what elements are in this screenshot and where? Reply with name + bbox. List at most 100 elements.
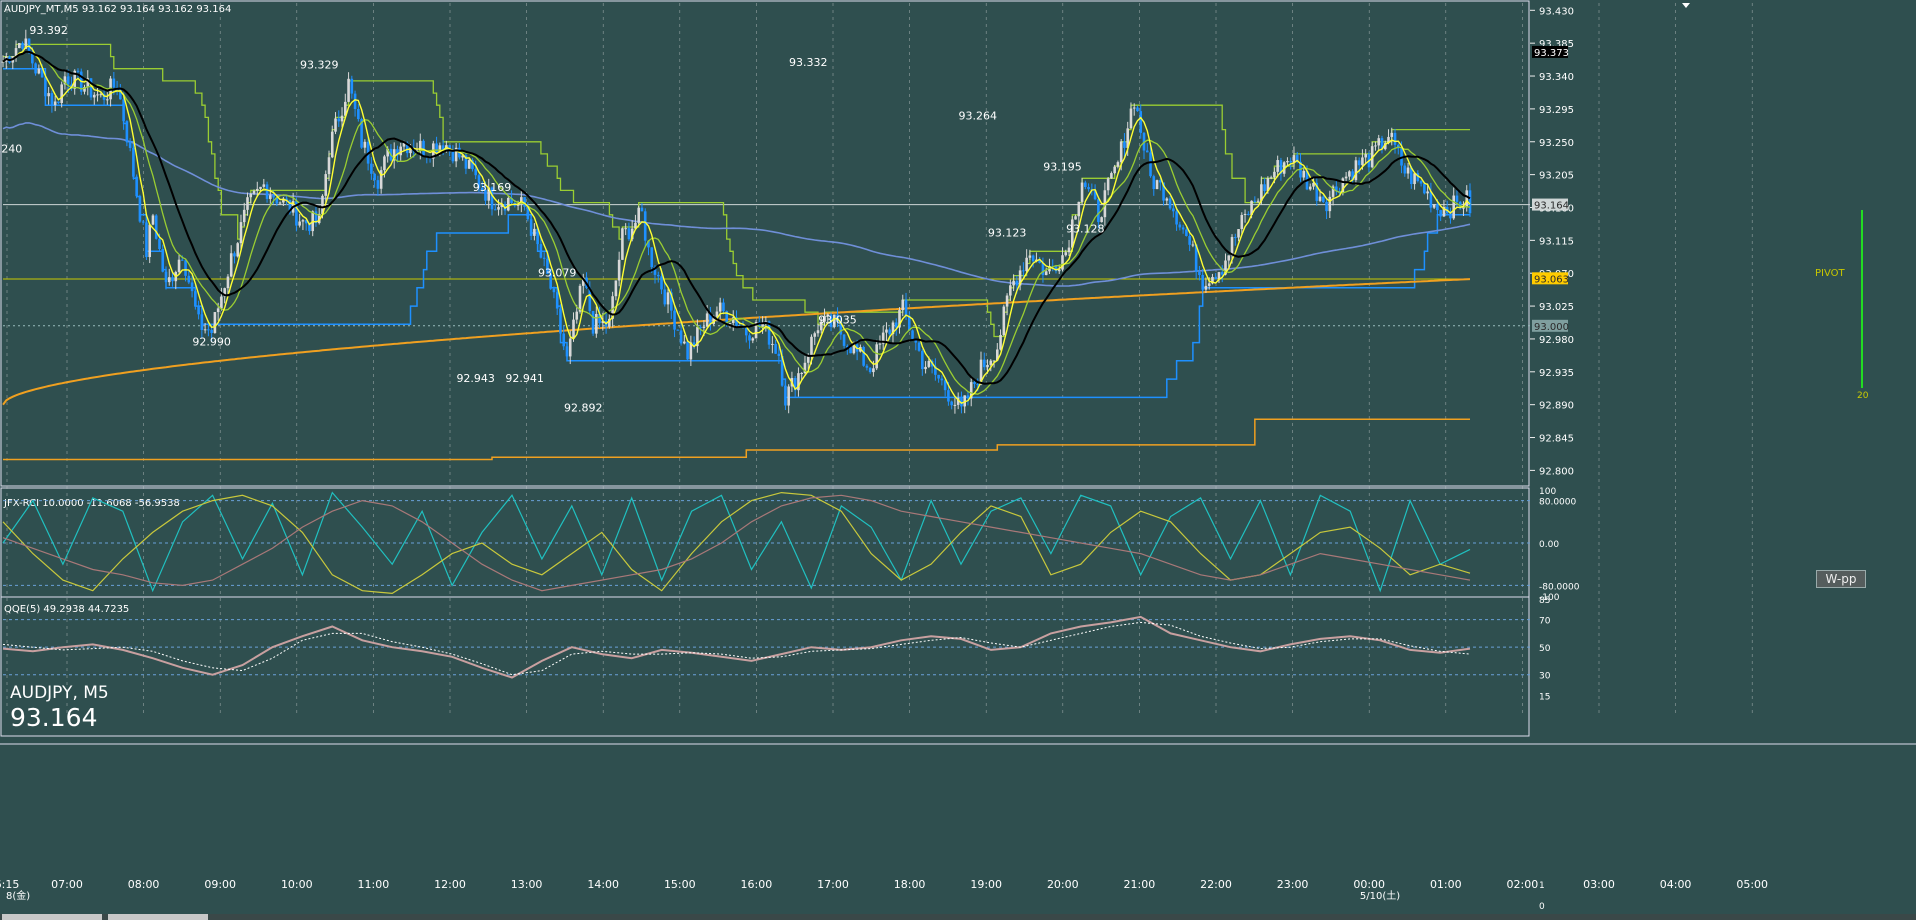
candle-body	[1025, 257, 1028, 271]
candle-body	[454, 147, 458, 162]
candle-body	[1243, 213, 1247, 215]
candle-body	[578, 285, 582, 312]
price-tag: 93.063	[1534, 274, 1569, 285]
candle-body	[435, 143, 438, 154]
candle-body	[86, 78, 90, 87]
candle-body	[1139, 111, 1143, 133]
candle-body	[383, 156, 386, 171]
rci-series-line	[2, 494, 1471, 592]
candle-body	[1348, 171, 1351, 177]
candle-body	[1302, 170, 1306, 178]
candle-body	[1061, 255, 1064, 270]
candle-body	[37, 68, 41, 74]
candle-body	[31, 52, 34, 64]
candle-body	[728, 322, 732, 324]
candle-body	[399, 146, 403, 156]
candle-body	[934, 366, 937, 375]
candle-body	[392, 149, 396, 161]
candle-body	[269, 195, 272, 199]
candle-body	[92, 94, 96, 98]
price-annotation: 93.264	[958, 110, 997, 123]
candle-body	[1253, 200, 1257, 202]
candle-body	[477, 175, 481, 188]
qqe-y-label: 15	[1539, 692, 1550, 702]
x-tick-label: 05:00	[1736, 878, 1768, 891]
candle-body	[278, 202, 282, 204]
candle-body	[1159, 180, 1162, 183]
rci-y-label: -100	[1539, 593, 1560, 603]
candle-body	[1237, 229, 1240, 238]
candle-body	[943, 380, 947, 391]
candle-body	[1084, 182, 1087, 188]
candle-body	[953, 404, 957, 406]
candle-body	[1015, 280, 1019, 286]
candle-body	[288, 199, 292, 213]
price-tag: 93.373	[1534, 48, 1569, 59]
price-tag: 93.164	[1534, 201, 1569, 212]
main-panel-frame	[0, 0, 1530, 487]
candle-body	[771, 343, 774, 345]
candle-body	[1080, 182, 1084, 202]
price-tag-bg	[1532, 198, 1568, 211]
candle-body	[1217, 272, 1221, 280]
candle-body	[122, 99, 125, 122]
candle-body	[1403, 165, 1407, 174]
candle-body	[787, 386, 790, 406]
candle-body	[833, 314, 836, 327]
candle-body	[891, 322, 895, 335]
donchian-lower-line	[3, 67, 1470, 399]
w-pp-button[interactable]: W-pp	[1816, 570, 1866, 588]
price-annotation: 93.035	[818, 314, 857, 327]
candle-body	[158, 238, 161, 250]
candle-body	[1057, 269, 1061, 272]
candle-body	[1093, 190, 1097, 200]
w-pp-tick: 20	[1857, 391, 1869, 401]
candle-body	[259, 186, 262, 189]
candle-body	[1410, 167, 1413, 185]
candle-body	[148, 224, 151, 258]
candle-body	[699, 327, 702, 329]
candle-body	[265, 184, 269, 199]
rci-series-line	[2, 491, 1471, 593]
x-tick-label: 17:00	[817, 878, 849, 891]
candle-body	[1393, 132, 1397, 145]
candle-body	[63, 76, 67, 85]
y-tick-label: 93.250	[1539, 138, 1574, 149]
candle-body	[1260, 184, 1263, 201]
candle-body	[252, 190, 256, 194]
candle-body	[1308, 186, 1312, 190]
candle-body	[233, 253, 236, 257]
x-tick-label: 09:00	[204, 878, 236, 891]
candle-body	[1038, 259, 1041, 263]
candle-body	[1282, 162, 1286, 174]
candle-body	[744, 327, 748, 336]
candle-body	[1364, 154, 1367, 158]
candle-body	[370, 163, 373, 174]
candle-body	[47, 93, 50, 97]
price-annotation: 92.892	[564, 401, 603, 414]
candle-body	[1211, 276, 1214, 284]
candle-body	[575, 311, 579, 320]
candle-body	[344, 101, 347, 116]
candle-body	[66, 76, 70, 85]
candle-body	[34, 63, 37, 74]
candle-body	[1227, 255, 1231, 261]
candle-body	[1286, 161, 1289, 163]
candle-body	[1377, 138, 1381, 146]
qqe-y-label: 30	[1539, 672, 1551, 682]
candle-body	[647, 240, 650, 248]
candle-body	[223, 288, 226, 297]
candle-body	[878, 343, 882, 345]
candle-body	[520, 197, 523, 204]
candle-body	[588, 287, 592, 312]
candle-body	[167, 277, 171, 283]
candle-body	[777, 353, 781, 356]
x-tick-label: 12:00	[434, 878, 466, 891]
price-annotation: 93.123	[988, 226, 1027, 239]
candle-body	[422, 140, 425, 157]
y-tick-label: 93.115	[1539, 236, 1574, 247]
candle-body	[1044, 271, 1048, 276]
candle-body	[1426, 191, 1429, 194]
